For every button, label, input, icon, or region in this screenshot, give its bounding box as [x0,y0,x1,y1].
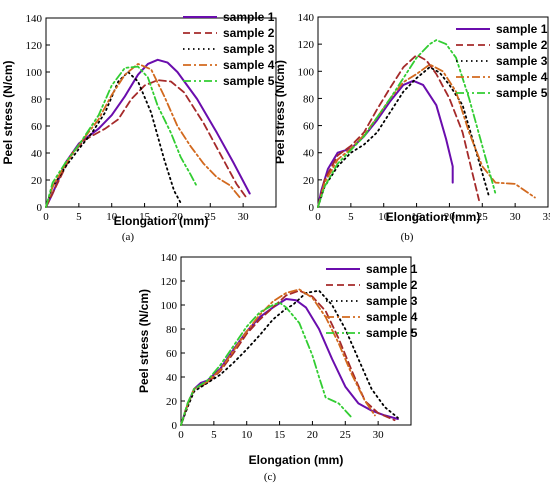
x-tick-label: 5 [348,211,354,223]
y-axis-label: Peel stress (N/cm) [137,289,151,393]
legend-label-sample-2: sample 2 [223,26,275,40]
legend-label-sample-3: sample 3 [223,42,275,56]
x-tick-label: 20 [307,429,319,441]
y-tick-label: 80 [166,324,178,336]
x-tick-label: 15 [411,211,423,223]
series-line-sample-2 [45,79,248,208]
y-tick-label: 20 [31,175,43,187]
y-tick-label: 140 [26,13,43,25]
series-line-sample-3 [45,71,182,208]
legend-label-sample-2: sample 2 [496,38,548,52]
legend-label-sample-5: sample 5 [223,74,275,88]
plot-frame [317,16,549,208]
series-line-sample-5 [317,39,497,208]
x-axis-label: Elongation (mm) [114,214,209,228]
y-tick-label: 100 [161,300,178,312]
x-tick-label: 35 [543,211,550,223]
legend-label-sample-4: sample 4 [496,70,548,84]
legend-label-sample-1: sample 1 [496,22,548,36]
series-line-sample-5 [180,301,353,426]
series-line-sample-2 [317,54,480,208]
y-tick-label: 60 [31,121,43,133]
x-axis-label: Elongation (mm) [386,210,481,224]
x-tick-label: 0 [43,211,49,223]
legend-label-sample-4: sample 4 [223,58,275,72]
x-tick-label: 20 [444,211,456,223]
series-line-sample-4 [317,63,536,208]
panel-caption: (a) [122,231,135,243]
y-tick-label: 80 [31,94,43,106]
y-tick-label: 40 [31,148,43,160]
y-tick-label: 100 [298,66,315,78]
legend-label-sample-3: sample 3 [496,54,548,68]
x-tick-label: 25 [477,211,489,223]
x-tick-label: 15 [139,211,151,223]
plot-frame [45,17,277,208]
y-tick-label: 0 [172,420,178,432]
y-axis-label: Peel stress (N/cm) [1,60,15,164]
x-tick-label: 20 [172,211,184,223]
panel-caption: (c) [264,471,277,483]
x-tick-label: 10 [241,429,253,441]
x-tick-label: 25 [205,211,217,223]
x-tick-label: 10 [106,211,118,223]
y-tick-label: 140 [161,252,178,264]
y-tick-label: 60 [166,348,178,360]
legend-label-sample-5: sample 5 [366,326,418,340]
y-axis-label: Peel stress (N/cm) [273,60,287,164]
y-tick-label: 120 [26,40,43,52]
y-tick-label: 120 [161,276,178,288]
x-axis-label: Elongation (mm) [249,453,344,467]
x-tick-label: 0 [178,429,184,441]
y-tick-label: 60 [303,121,315,133]
x-tick-label: 10 [378,211,390,223]
series-line-sample-5 [45,65,198,208]
plot-frame [180,256,412,426]
series-line-sample-1 [45,58,251,208]
legend-label-sample-4: sample 4 [366,310,418,324]
y-tick-label: 0 [37,202,43,214]
chart-panel-2: 0 20 40 60 80 100 120 140 0 5 10 15 20 25 30 35 Elongati… [273,12,550,243]
x-tick-label: 5 [211,429,217,441]
chart-panel-1: 0 20 40 60 80 100 120 140 0 5 10 15 20 25 30 Elongation… [1,10,277,243]
y-tick-label: 40 [166,372,178,384]
y-tick-label: 0 [309,202,315,214]
y-tick-label: 120 [298,39,315,51]
y-tick-label: 140 [298,12,315,24]
x-tick-label: 30 [510,211,522,223]
legend-label-sample-3: sample 3 [366,294,418,308]
panel-caption: (b) [401,231,414,243]
x-tick-label: 15 [274,429,286,441]
y-tick-label: 80 [303,93,315,105]
x-tick-label: 5 [76,211,82,223]
x-tick-label: 0 [315,211,321,223]
x-tick-label: 30 [373,429,385,441]
y-tick-label: 40 [303,148,315,160]
y-tick-label: 100 [26,67,43,79]
legend-label-sample-5: sample 5 [496,86,548,100]
series-line-sample-1 [317,79,454,208]
x-tick-label: 25 [340,429,352,441]
legend-label-sample-1: sample 1 [366,262,418,276]
legend-label-sample-1: sample 1 [223,10,275,24]
chart-panel-3: 0 20 40 60 80 100 120 140 0 5 10 15 20 25 30 Elongation… [137,252,418,483]
x-tick-label: 30 [238,211,250,223]
y-tick-label: 20 [303,175,315,187]
legend-label-sample-2: sample 2 [366,278,418,292]
y-tick-label: 20 [166,396,178,408]
